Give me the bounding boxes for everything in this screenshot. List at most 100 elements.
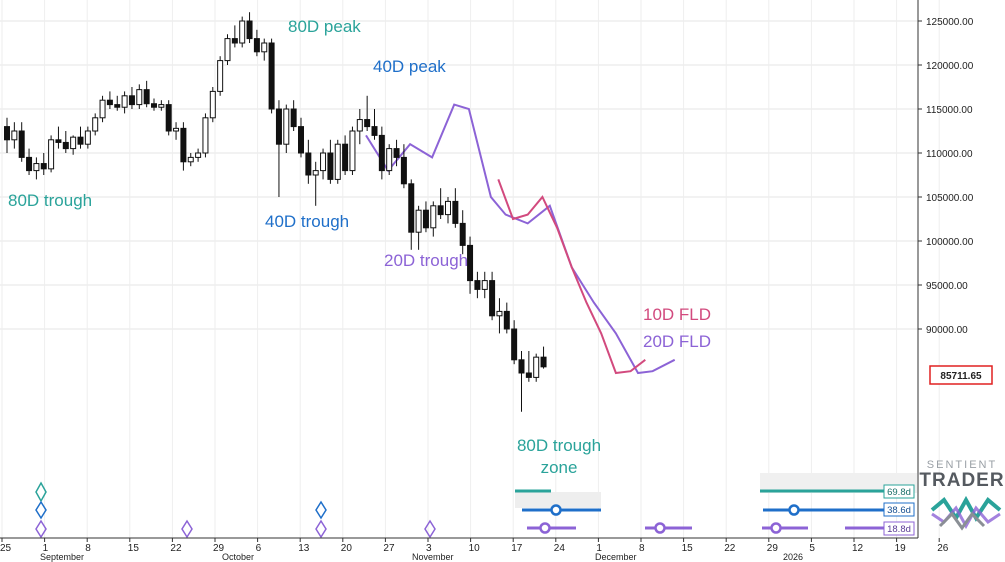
last-price-label: 85711.65 (929, 365, 993, 385)
x-tick-label: 19 (895, 543, 907, 554)
x-tick-label: 29 (213, 543, 225, 554)
candle-down (400, 156, 407, 185)
annotation-80d-peak: 80D peak (288, 17, 361, 36)
candle-down (422, 209, 429, 229)
y-tick-label: 115000.00 (926, 105, 973, 116)
x-tick-label: 5 (809, 543, 815, 554)
projection-20d-center (770, 522, 782, 534)
diamond-20d-marker (181, 519, 193, 539)
candle-down (165, 104, 172, 132)
x-tick-label: 1 (596, 543, 602, 554)
cycle-length-80d: 69.8d (887, 487, 911, 498)
svg-text:TRADER: TRADER (919, 470, 1004, 491)
month-labels: September October November December 2026 (40, 552, 803, 562)
fld-10d-line (497, 179, 646, 375)
cycle-length-20d: 18.8d (887, 524, 911, 535)
x-tick-label: 27 (383, 543, 395, 554)
candle-down (106, 99, 113, 106)
candle-up (33, 163, 40, 172)
candle-down (342, 143, 349, 172)
candle-down (40, 163, 47, 170)
candle-down (408, 183, 415, 233)
candle-down (143, 89, 150, 105)
candle-down (62, 141, 69, 150)
cycle-length-40d: 38.6d (887, 505, 911, 516)
candle-down (114, 104, 121, 108)
fld-20d-line (365, 103, 676, 375)
grid (0, 0, 940, 538)
candle-up (158, 104, 165, 108)
annotation-40d-peak: 40D peak (373, 57, 446, 76)
candle-up (481, 280, 488, 290)
candle-down (327, 152, 334, 180)
last-price-text: 85711.65 (940, 371, 982, 382)
candle-down (452, 200, 459, 224)
candle-up (496, 310, 503, 317)
candle-up (136, 89, 143, 106)
candle-down (518, 359, 525, 374)
candle-down (467, 244, 474, 282)
candle-down (437, 205, 444, 216)
annotation-10d-fld: 10D FLD (643, 305, 711, 324)
candle-up (239, 20, 246, 44)
candle-up (99, 99, 106, 119)
candle-up (430, 205, 437, 229)
candle-up (92, 117, 99, 132)
x-tick-label: 13 (298, 543, 310, 554)
candle-up (202, 117, 209, 154)
y-tick-label: 125000.00 (926, 17, 974, 28)
candle-up (209, 90, 216, 119)
sentient-trader-logo: SENTIENT TRADER (919, 459, 1004, 531)
projection-20d-center (654, 522, 666, 534)
x-tick-label: 3 (426, 543, 432, 554)
candle-down (364, 119, 371, 128)
projection-40d-center (550, 504, 562, 516)
svg-text:SENTIENT: SENTIENT (927, 459, 997, 471)
candle-down (305, 152, 312, 176)
x-tick-label: 20 (341, 543, 353, 554)
annotation-80d-trough-zone-line2: zone (541, 458, 578, 477)
candle-down (275, 108, 282, 145)
x-tick-label: 25 (0, 543, 12, 554)
candle-down (26, 156, 33, 172)
candle-down (298, 126, 304, 154)
diamond-40d-marker (35, 500, 47, 520)
candle-down (540, 356, 547, 368)
candle-down (459, 222, 466, 246)
annotation-40d-trough: 40D trough (265, 212, 349, 231)
candle-down (4, 126, 10, 141)
candle-up (11, 130, 18, 141)
candle-up (48, 139, 55, 170)
x-tick-label: 22 (170, 543, 182, 554)
candle-up (445, 200, 451, 216)
fld-lines (365, 103, 676, 375)
annotation-20d-trough: 20D trough (384, 251, 468, 270)
candle-up (121, 95, 128, 108)
candle-down (378, 134, 385, 172)
y-tick-label: 90000.00 (926, 325, 968, 336)
y-tick-label: 105000.00 (926, 193, 974, 204)
y-tick-label: 95000.00 (926, 281, 968, 292)
x-tick-label: 24 (554, 543, 566, 554)
month-label: November (412, 552, 454, 562)
candle-down (77, 136, 84, 145)
x-tick-label: 1 (43, 543, 49, 554)
x-tick-label: 22 (724, 543, 736, 554)
candle-down (511, 328, 518, 361)
candle-up (283, 108, 290, 145)
candle-up (173, 127, 180, 132)
candle-up (70, 136, 77, 150)
x-tick-label: 15 (682, 543, 694, 554)
annotation-20d-fld: 20D FLD (643, 332, 711, 351)
candle-up (349, 130, 356, 172)
x-tick-label: 8 (639, 543, 645, 554)
month-label: 2026 (783, 552, 803, 562)
month-label: October (222, 552, 254, 562)
candle-up (415, 209, 422, 233)
candle-down (393, 148, 400, 158)
candle-up (224, 38, 231, 62)
cycle-length-20d-box (883, 521, 915, 536)
diamond-20d-marker (315, 519, 327, 539)
candle-down (18, 130, 25, 158)
